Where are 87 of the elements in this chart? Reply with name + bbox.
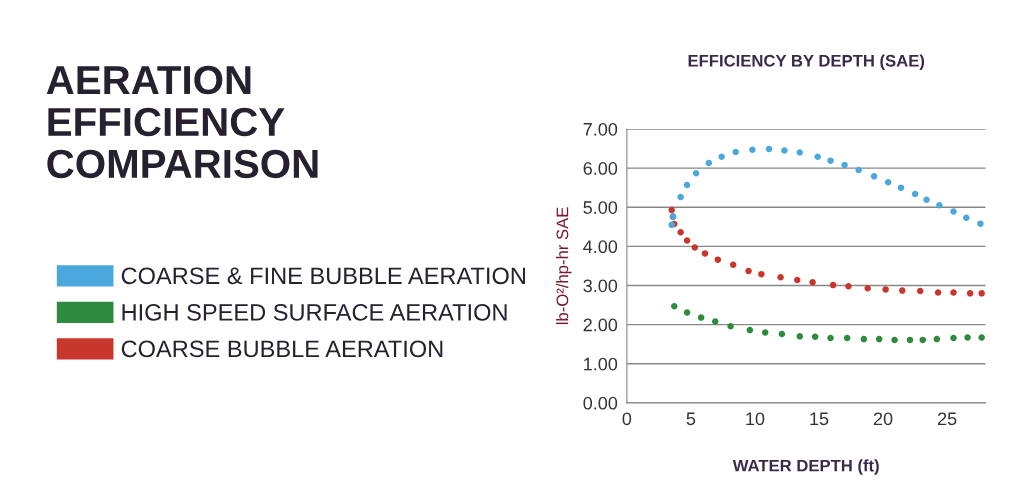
point — [761, 329, 769, 336]
point — [677, 229, 684, 236]
point — [729, 261, 737, 269]
point — [697, 314, 705, 321]
point — [811, 333, 819, 341]
point — [691, 244, 699, 251]
point — [746, 326, 754, 334]
point — [882, 286, 889, 293]
legend-label: COARSE BUBBLE AERATION — [121, 340, 443, 358]
point — [758, 270, 765, 278]
text: AERATION EFFICIENCY COMPARISON — [46, 65, 318, 179]
point — [692, 169, 700, 177]
point — [884, 178, 892, 186]
point — [934, 289, 942, 296]
legend-label: HIGH SPEED SURFACE AERATION — [122, 303, 507, 321]
point — [777, 274, 784, 281]
point — [683, 181, 691, 189]
point — [671, 302, 678, 310]
point — [718, 153, 725, 161]
point — [705, 159, 713, 167]
legend-label: COARSE & FINE BUBBLE AERATION — [121, 267, 525, 285]
point — [683, 309, 691, 316]
point — [963, 214, 970, 222]
y-tick-label: 0.00 — [583, 396, 618, 410]
point — [781, 147, 788, 154]
x-tick-label: 15 — [810, 412, 829, 426]
point — [911, 190, 919, 198]
point — [765, 145, 773, 153]
point — [841, 161, 848, 169]
y-tick-label: 2.00 — [583, 318, 618, 332]
point — [778, 330, 786, 338]
x-tick-label: 0 — [622, 412, 632, 426]
y-tick-label: 7.00 — [583, 122, 618, 136]
point — [745, 267, 752, 275]
x-axis-title: WATER DEPTH (ft) — [732, 459, 879, 475]
point — [897, 184, 905, 191]
point — [796, 149, 804, 156]
y-axis-title: lb-O²/hp-hr SAE — [556, 207, 572, 325]
point — [870, 173, 878, 180]
point — [891, 336, 898, 344]
point — [860, 335, 868, 343]
point — [977, 220, 984, 227]
point — [950, 334, 957, 342]
point — [714, 256, 722, 263]
x-tick-label: 25 — [937, 412, 957, 426]
point — [727, 322, 734, 330]
point — [978, 290, 985, 297]
y-tick-label: 6.00 — [583, 162, 618, 175]
point — [933, 335, 941, 343]
point — [814, 153, 821, 161]
y-tick-label: 4.00 — [583, 240, 618, 254]
point — [677, 193, 684, 201]
point — [829, 281, 837, 289]
point — [827, 334, 834, 342]
point — [966, 290, 974, 297]
point — [668, 206, 675, 214]
x-tick-label: 10 — [746, 412, 765, 426]
chart-subtitle: EFFICIENCY BY DEPTH (SAE) — [688, 54, 925, 70]
point — [964, 334, 971, 341]
y-tick-label: 3.00 — [583, 279, 618, 293]
point — [796, 333, 804, 340]
point — [793, 276, 801, 284]
point — [845, 283, 852, 290]
point — [864, 284, 871, 292]
point — [875, 335, 883, 343]
point — [950, 208, 957, 215]
point — [843, 334, 851, 342]
point — [732, 148, 739, 156]
point — [950, 289, 957, 296]
point — [683, 237, 691, 244]
point — [916, 287, 924, 295]
point — [712, 318, 719, 325]
point — [701, 250, 709, 257]
point — [906, 336, 914, 344]
point — [978, 334, 985, 341]
y-tick-label: 5.00 — [583, 201, 618, 214]
point — [923, 196, 930, 204]
point — [809, 279, 816, 286]
point — [936, 202, 943, 209]
point — [749, 146, 756, 153]
y-tick-label: 1.00 — [584, 357, 618, 371]
point — [919, 336, 927, 344]
point — [855, 166, 862, 174]
x-tick-label: 20 — [873, 412, 893, 426]
point — [827, 157, 834, 164]
x-tick-label: 5 — [686, 412, 696, 426]
point — [899, 287, 906, 294]
